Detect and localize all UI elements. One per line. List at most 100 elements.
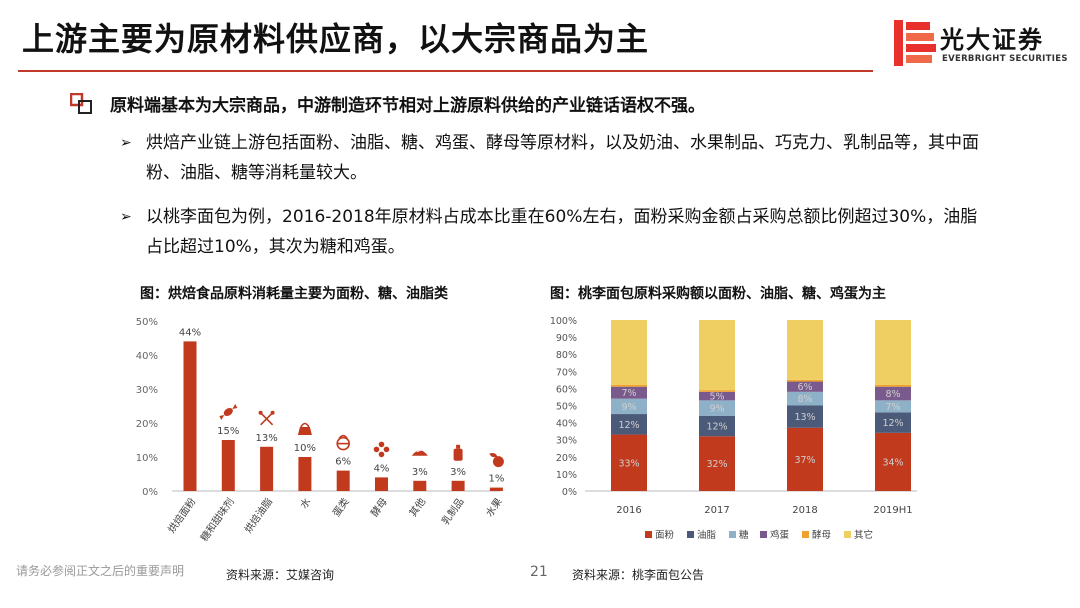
data-label: 13%: [794, 412, 815, 423]
flower-icon: [373, 441, 390, 458]
x-tick-label: 其他: [406, 495, 428, 519]
data-label: 44%: [179, 327, 201, 338]
stack-segment: [611, 434, 647, 491]
legend-label: 其它: [854, 529, 873, 541]
wrench-cross-icon: [258, 410, 275, 426]
everbright-logo-icon: [894, 20, 936, 66]
stack-segment: [611, 414, 647, 435]
legend-swatch: [760, 531, 767, 538]
data-label: 8%: [885, 389, 900, 400]
bar: [489, 487, 503, 491]
stack-segment: [611, 320, 647, 385]
data-label: 15%: [217, 426, 239, 437]
stack-segment: [875, 412, 911, 433]
legend-item: 酵母: [802, 530, 831, 541]
data-label: 8%: [797, 394, 812, 405]
source-note-left: 资料来源：艾媒咨询: [226, 568, 335, 582]
fruit-icon: [489, 453, 504, 468]
candy-icon: [219, 404, 238, 420]
x-tick-label: 烘焙面粉: [165, 495, 199, 535]
logo-english-name: EVERBRIGHT SECURITIES: [942, 54, 1068, 64]
data-label: 34%: [882, 457, 903, 468]
stack-segment: [699, 320, 735, 391]
legend-label: 油脂: [697, 529, 717, 541]
stack-segment: [875, 386, 911, 401]
y-tick-label: 30%: [556, 436, 577, 447]
source-note-right: 资料来源：桃李面包公告: [572, 568, 705, 582]
legend-item: 鸡蛋: [760, 529, 790, 541]
slide-title: 上游主要为原材料供应商，以大宗商品为主: [22, 20, 650, 58]
data-label: 7%: [621, 388, 636, 399]
stack-segment: [787, 320, 823, 380]
x-tick-label: 2019H1: [873, 505, 912, 516]
y-tick-label: 70%: [556, 367, 577, 378]
y-tick-label: 10%: [556, 470, 577, 481]
purchase-stacked-bar-chart: 0% 10% 20% 30% 40% 50% 60% 70% 80% 90% 100% 33% 12% 9…: [550, 316, 917, 541]
bullet-item: ➢ 烘焙产业链上游包括面粉、油脂、糖、鸡蛋、酵母等原材料，以及奶油、水果制品、巧…: [120, 128, 980, 188]
data-label: 12%: [706, 422, 727, 433]
brand-logo: 光大证券 EVERBRIGHT SECURITIES: [890, 18, 1070, 74]
basket-icon: [336, 434, 350, 451]
bottle-icon: [453, 444, 463, 461]
x-tick-label: 水: [298, 496, 314, 511]
data-label: 37%: [794, 455, 815, 466]
chart-title-consumption: 图：烘焙食品原料消耗量主要为面粉、糖、油脂类: [140, 286, 448, 302]
data-label: 12%: [882, 418, 903, 429]
bar: [298, 457, 312, 491]
y-tick-label: 50%: [556, 402, 577, 413]
stack-segment: [699, 415, 735, 437]
chart-title-purchase: 图：桃李面包原料采购额以面粉、油脂、糖、鸡蛋为主: [550, 286, 886, 302]
legend-label: 糖: [739, 529, 749, 541]
x-tick-label: 酵母: [369, 496, 390, 519]
page-number: 21: [530, 564, 548, 580]
data-label: 33%: [618, 458, 639, 469]
bar: [221, 440, 235, 491]
y-tick-label: 30%: [136, 385, 158, 396]
bullet-text: 以桃李面包为例，2016-2018年原材料占成本比重在60%左右，面粉采购金额占…: [146, 207, 978, 257]
x-tick-label: 蛋类: [330, 495, 352, 519]
legend-swatch: [729, 531, 736, 538]
y-tick-label: 60%: [556, 384, 577, 395]
legend-swatch: [844, 531, 851, 538]
y-tick-label: 40%: [556, 419, 577, 430]
legend-item: 面粉: [645, 529, 675, 541]
stack-segment: [699, 400, 735, 416]
stack-segment: [787, 391, 823, 406]
x-tick-label: 乳制品: [439, 495, 467, 527]
x-tick-label: 2016: [616, 505, 641, 516]
stack-segment: [875, 320, 911, 385]
data-label: 32%: [706, 459, 727, 470]
pie-icon: [411, 449, 428, 456]
y-tick-label: 40%: [136, 351, 158, 362]
stack-segment: [787, 427, 823, 491]
legend-item: 其它: [844, 529, 873, 541]
arrow-bullet-icon: ➢: [120, 209, 132, 225]
y-tick-label: 80%: [556, 350, 577, 361]
stack-segment: [611, 384, 647, 387]
lead-statement: 原料端基本为大宗商品，中游制造环节相对上游原料供给的产业链话语权不强。: [110, 96, 705, 116]
legend-label: 酵母: [812, 530, 831, 541]
consumption-bar-chart: 0% 10% 20% 30% 40% 50% 44% 烘焙面粉 15% 糖和甜味剂 13% 烘焙油脂 1…: [136, 317, 505, 544]
x-tick-label: 水果: [484, 496, 505, 519]
data-label: 13%: [255, 433, 277, 444]
stack-segment: [875, 384, 911, 387]
y-tick-label: 90%: [556, 333, 577, 344]
data-label: 7%: [885, 402, 900, 413]
data-label: 5%: [709, 392, 724, 403]
kettle-icon: [297, 422, 312, 435]
legend-label: 面粉: [655, 529, 675, 541]
bar: [260, 446, 274, 491]
y-tick-label: 0%: [562, 487, 577, 498]
stack-segment: [875, 432, 911, 491]
legend-swatch: [802, 531, 809, 538]
stack-segment: [611, 386, 647, 399]
x-tick-label: 糖和甜味剂: [197, 495, 236, 543]
y-tick-label: 100%: [550, 316, 577, 327]
logo-name: 光大证券: [940, 26, 1044, 54]
stack-segment: [787, 379, 823, 382]
bar: [375, 477, 388, 491]
legend-label: 鸡蛋: [770, 529, 790, 541]
data-label: 9%: [709, 404, 724, 415]
title-underline: [18, 70, 873, 72]
legend-item: 糖: [729, 529, 749, 541]
